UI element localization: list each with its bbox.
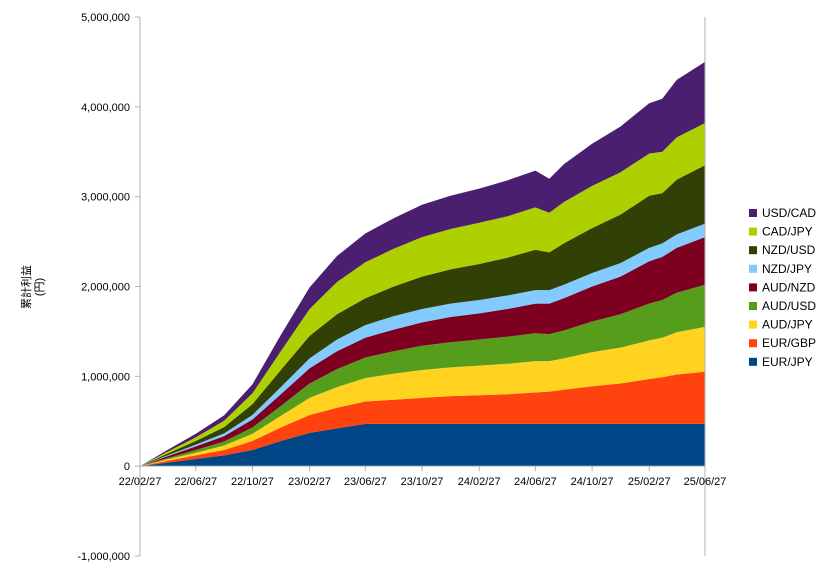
y-tick-label: 3,000,000 (81, 192, 130, 204)
area-cad-jpy (140, 123, 705, 467)
legend-label-nzd-usd: NZD/USD (762, 243, 816, 257)
y-tick-label: 0 (124, 461, 130, 473)
y-tick-label: 1,000,000 (81, 371, 130, 383)
area-eur-gbp (140, 371, 705, 467)
legend-swatch-usd-cad (749, 209, 757, 217)
legend-swatch-aud-usd (749, 302, 757, 310)
series-areas (140, 61, 705, 467)
area-eur-jpy (140, 423, 705, 467)
legend-swatch-aud-nzd (749, 283, 757, 292)
legend-label-cad-jpy: CAD/JPY (762, 225, 813, 239)
legend-swatch-cad-jpy (749, 227, 757, 236)
x-tick-label: 25/06/27 (684, 476, 727, 488)
legend-label-nzd-jpy: NZD/JPY (762, 262, 812, 276)
x-axis-ticks: 22/02/27 22/06/27 22/10/27 23/02/27 23/06/27… (119, 466, 727, 488)
legend-label-eur-jpy: EUR/JPY (762, 355, 813, 369)
y-axis-label: 累計利益 (19, 265, 33, 309)
legend-label-aud-nzd: AUD/NZD (762, 280, 816, 294)
y-tick-label: 4,000,000 (81, 102, 130, 114)
x-tick-label: 23/10/27 (401, 476, 444, 488)
x-tick-label: 22/02/27 (119, 476, 162, 488)
legend-label-eur-gbp: EUR/GBP (762, 336, 816, 350)
legend-swatch-aud-jpy (749, 320, 757, 329)
legend: USD/CAD CAD/JPY NZD/USD NZD/JPY AUD/NZD AUD/U… (749, 206, 816, 369)
legend-label-aud-jpy: AUD/JPY (762, 318, 813, 332)
x-tick-label: 24/10/27 (571, 476, 614, 488)
y-tick-label: 5,000,000 (81, 12, 130, 24)
y-tick-label: 2,000,000 (81, 282, 130, 294)
x-tick-label: 25/02/27 (628, 476, 671, 488)
x-tick-label: 24/02/27 (458, 476, 501, 488)
y-axis-label-unit: (円) (34, 278, 46, 296)
legend-swatch-eur-gbp (749, 339, 757, 348)
legend-label-aud-usd: AUD/USD (762, 299, 816, 313)
x-tick-label: 23/06/27 (344, 476, 387, 488)
y-axis-ticks: 5,000,000 4,000,000 3,000,000 2,000,000 1,00… (77, 12, 140, 563)
area-aud-jpy (140, 326, 705, 467)
x-tick-label: 22/10/27 (231, 476, 274, 488)
x-tick-label: 24/06/27 (514, 476, 557, 488)
legend-swatch-nzd-jpy (749, 264, 757, 273)
x-tick-label: 23/02/27 (288, 476, 331, 488)
legend-swatch-nzd-usd (749, 246, 757, 255)
legend-swatch-eur-jpy (749, 357, 757, 366)
y-tick-label: -1,000,000 (77, 551, 130, 563)
x-tick-label: 22/06/27 (174, 476, 217, 488)
legend-label-usd-cad: USD/CAD (762, 206, 816, 220)
